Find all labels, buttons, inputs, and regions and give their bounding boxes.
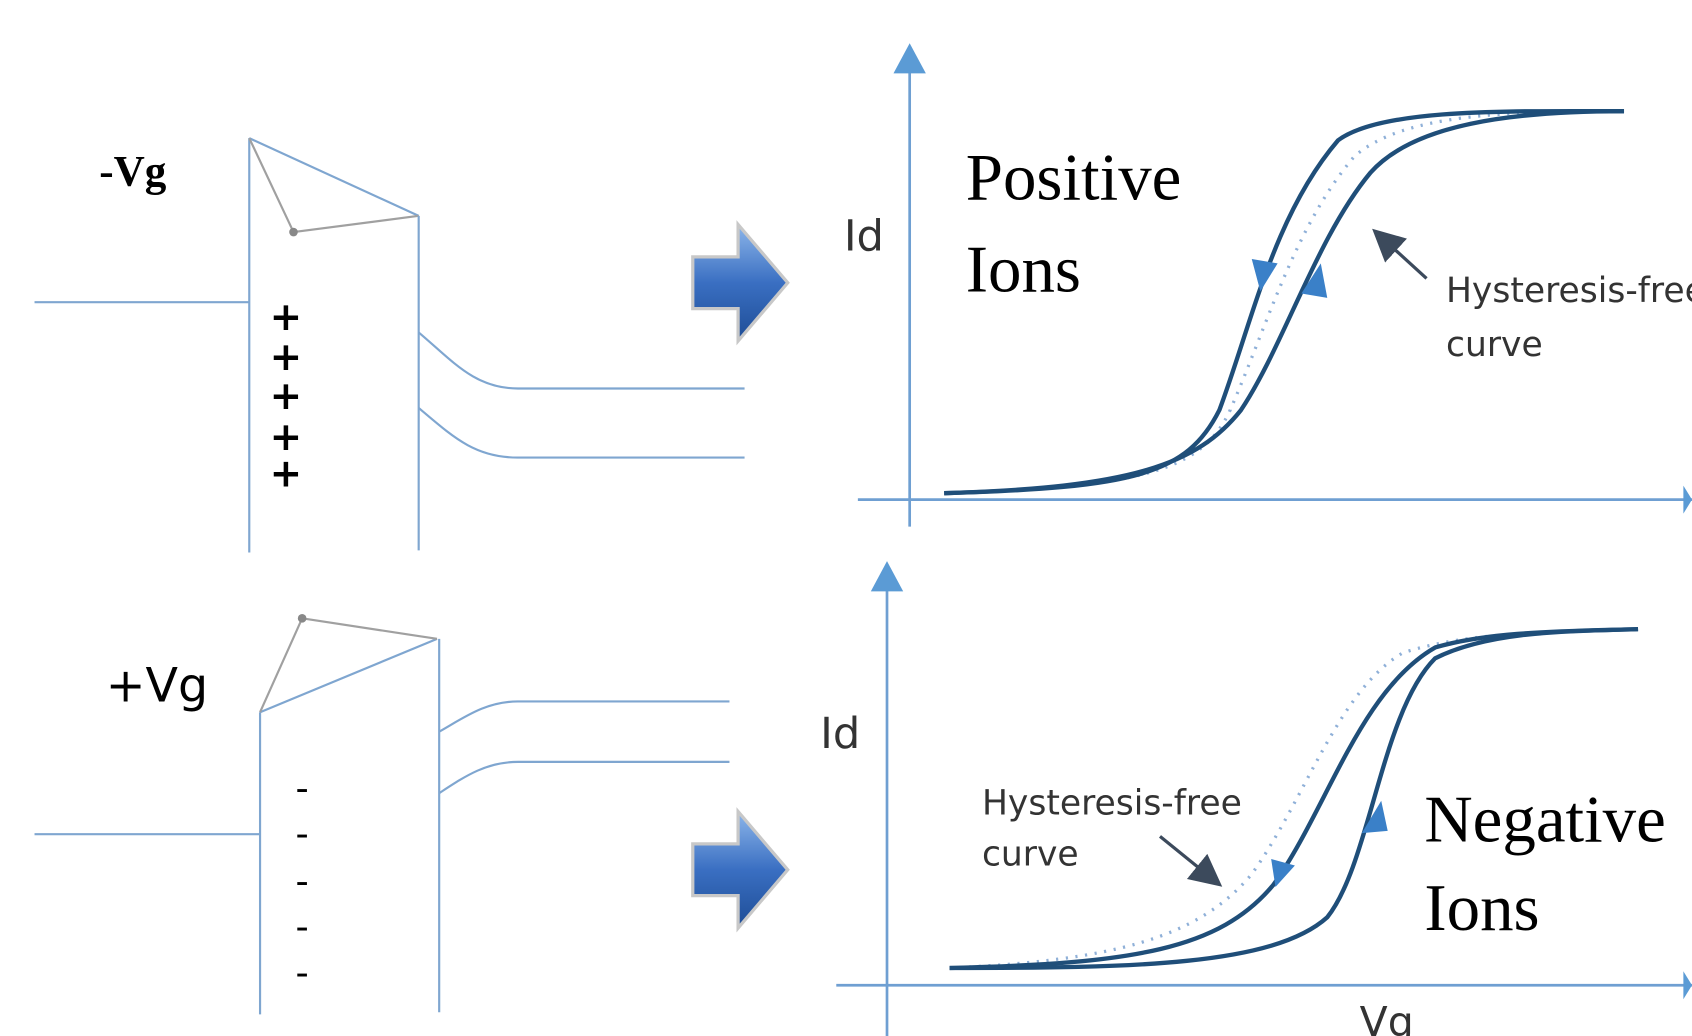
dot	[297, 614, 307, 623]
top-band-diagram: -Vg + + + + +	[34, 137, 745, 553]
band-line	[438, 760, 730, 795]
charge: -	[296, 860, 309, 903]
charge: +	[270, 452, 303, 497]
axis-arrow	[870, 561, 904, 592]
band-line	[248, 137, 419, 234]
direction-arrow	[1301, 263, 1328, 298]
block-arrow	[691, 807, 790, 933]
charge: -	[296, 951, 309, 994]
charge: -	[296, 767, 309, 810]
charge: -	[296, 905, 309, 948]
charge: +	[270, 415, 303, 460]
annotation: curve	[1446, 325, 1543, 365]
title: Ions	[966, 232, 1081, 306]
axis-arrow	[1683, 485, 1692, 514]
annotation: Hysteresis-free	[1446, 271, 1692, 311]
direction-arrow	[1361, 800, 1388, 834]
annotation: curve	[982, 834, 1079, 874]
axis-arrow	[1683, 971, 1692, 1000]
charge: +	[270, 374, 303, 419]
charge: +	[270, 295, 303, 340]
bottom-graph: Id Hysteresis-free curve Negative Ions V…	[820, 561, 1692, 1036]
title: Negative	[1424, 783, 1665, 857]
top-graph: Id Positive Ions Hysteresis-free curve	[844, 43, 1692, 527]
hysteresis-free-curve	[944, 109, 1625, 495]
charge: -	[296, 812, 309, 855]
title: Positive	[966, 141, 1182, 215]
y-axis-label: Id	[820, 709, 860, 759]
band-line	[248, 137, 420, 217]
charge: +	[270, 335, 303, 380]
band-line	[417, 407, 745, 459]
annotation-arrow	[1158, 835, 1223, 887]
band-line	[438, 700, 730, 733]
band-line	[417, 331, 745, 390]
annotation-arrow	[1372, 228, 1428, 280]
bottom-band-diagram: +Vg - - - - -	[34, 614, 730, 1015]
title: Ions	[1424, 871, 1539, 945]
gate-label: +Vg	[106, 658, 208, 713]
y-axis-label: Id	[844, 211, 884, 261]
axis-arrow	[893, 43, 926, 74]
dot	[289, 227, 298, 237]
block-arrow	[691, 220, 790, 346]
band-line	[259, 617, 438, 713]
direction-arrow	[1271, 858, 1295, 888]
curve	[944, 109, 1625, 496]
gate-label: -Vg	[99, 149, 167, 196]
band-line	[259, 637, 438, 714]
x-axis-label: Vg	[1360, 998, 1414, 1036]
direction-arrow	[1251, 259, 1278, 292]
annotation: Hysteresis-free	[982, 784, 1242, 824]
